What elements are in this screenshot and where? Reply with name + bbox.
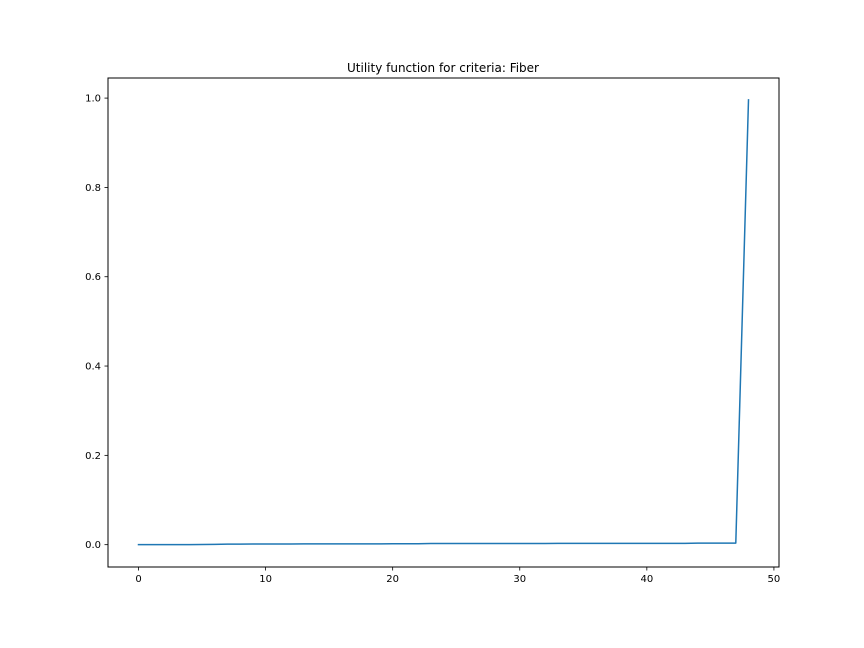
axes-frame <box>107 77 780 568</box>
x-tick-label: 0 <box>135 574 141 585</box>
x-tick-label: 30 <box>513 574 526 585</box>
series-line <box>137 99 750 546</box>
y-tick-label: 0.6 <box>85 272 101 283</box>
x-tick-label: 20 <box>386 574 399 585</box>
x-axis: 0 10 20 30 40 50 <box>135 567 780 585</box>
chart-title: Utility function for criteria: Fiber <box>347 61 539 75</box>
y-tick-label: 0.8 <box>85 183 101 194</box>
y-tick-label: 0.0 <box>85 540 101 551</box>
x-tick-label: 10 <box>259 574 272 585</box>
x-tick-label: 40 <box>640 574 653 585</box>
y-tick-label: 0.2 <box>85 451 101 462</box>
series-layer <box>137 99 750 546</box>
y-tick-label: 1.0 <box>85 94 101 105</box>
y-tick-label: 0.4 <box>85 362 101 373</box>
y-axis: 0.0 0.2 0.4 0.6 0.8 1.0 <box>85 94 108 551</box>
x-tick-label: 50 <box>768 574 781 585</box>
